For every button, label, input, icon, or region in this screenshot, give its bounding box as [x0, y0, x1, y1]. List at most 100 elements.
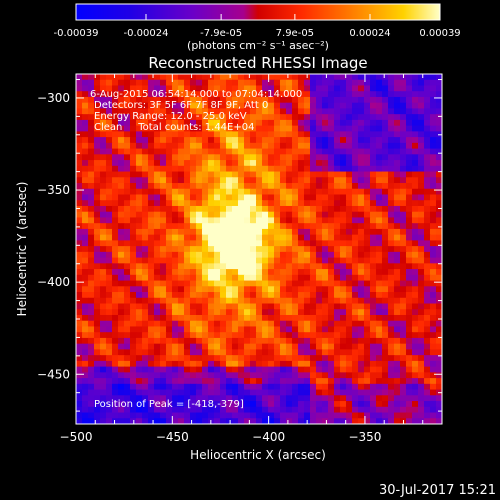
heatmap-cell	[100, 137, 107, 144]
heatmap-cell	[226, 337, 233, 345]
heatmap-cell	[274, 154, 281, 161]
heatmap-cell	[358, 314, 365, 322]
heatmap-cell	[100, 349, 107, 356]
heatmap-cell	[88, 142, 95, 150]
heatmap-cell	[184, 412, 191, 419]
heatmap-cell	[304, 360, 311, 368]
heatmap-cell	[274, 205, 281, 213]
heatmap-cell	[94, 194, 101, 201]
heatmap-cell	[418, 96, 425, 104]
heatmap-cell	[292, 205, 299, 213]
heatmap-cell	[406, 395, 413, 402]
heatmap-cell	[304, 337, 311, 345]
heatmap-cell	[436, 263, 442, 270]
heatmap-cell	[130, 91, 137, 98]
heatmap-cell	[280, 257, 287, 264]
heatmap-cell	[244, 217, 251, 224]
heatmap-cell	[76, 240, 83, 247]
heatmap-cell	[244, 297, 251, 305]
heatmap-cell	[298, 119, 305, 127]
heatmap-cell	[94, 148, 101, 155]
heatmap-cell	[424, 125, 431, 132]
heatmap-cell	[196, 200, 203, 207]
heatmap-cell	[298, 91, 305, 98]
heatmap-cell	[334, 378, 341, 385]
heatmap-cell	[154, 160, 161, 167]
heatmap-cell	[400, 269, 407, 276]
heatmap-cell	[250, 228, 257, 236]
heatmap-cell	[208, 343, 215, 351]
heatmap-cell	[202, 251, 209, 259]
heatmap-cell	[340, 303, 347, 310]
heatmap-cell	[256, 401, 263, 408]
heatmap-cell	[238, 160, 245, 167]
heatmap-cell	[382, 177, 389, 184]
heatmap-cell	[220, 320, 227, 328]
heatmap-cell	[178, 142, 185, 150]
annotation-energy-range: Energy Range: 12.0 - 25.0 keV	[94, 111, 247, 122]
heatmap-cell	[280, 360, 287, 368]
heatmap-cell	[178, 246, 185, 253]
heatmap-cell	[430, 85, 437, 92]
heatmap-cell	[358, 269, 365, 276]
heatmap-cell	[364, 183, 371, 190]
heatmap-cell	[148, 102, 155, 110]
heatmap-cell	[220, 119, 227, 127]
heatmap-cell	[310, 223, 317, 230]
heatmap-cell	[334, 154, 341, 161]
heatmap-cell	[226, 211, 233, 219]
heatmap-cell	[424, 79, 431, 87]
heatmap-cell	[352, 406, 359, 414]
heatmap-cell	[316, 412, 323, 419]
heatmap-cell	[292, 91, 299, 98]
heatmap-cell	[328, 240, 335, 247]
heatmap-cell	[178, 160, 185, 167]
heatmap-cell	[256, 257, 263, 264]
heatmap-cell	[322, 125, 329, 132]
heatmap-cell	[286, 114, 293, 121]
heatmap-cell	[406, 79, 413, 87]
heatmap-cell	[268, 343, 275, 351]
heatmap-cell	[328, 79, 335, 87]
heatmap-cell	[94, 183, 101, 190]
heatmap-cell	[256, 320, 263, 328]
heatmap-cell	[184, 96, 191, 104]
heatmap-cell	[424, 303, 431, 310]
heatmap-cell	[370, 269, 377, 276]
heatmap-cell	[244, 286, 251, 293]
heatmap-cell	[112, 177, 119, 184]
heatmap-cell	[400, 119, 407, 127]
heatmap-cell	[118, 96, 125, 104]
heatmap-cell	[232, 74, 239, 81]
heatmap-cell	[418, 74, 425, 81]
heatmap-cell	[262, 205, 269, 213]
heatmap-cell	[232, 251, 239, 259]
heatmap-cell	[130, 131, 137, 138]
heatmap-cell	[418, 223, 425, 230]
heatmap-cell	[418, 217, 425, 224]
heatmap-cell	[202, 211, 209, 219]
heatmap-cell	[220, 142, 227, 150]
heatmap-cell	[76, 378, 83, 385]
heatmap-cell	[322, 418, 329, 424]
heatmap-cell	[196, 119, 203, 127]
heatmap-cell	[250, 79, 257, 87]
heatmap-cell	[82, 183, 89, 190]
heatmap-cell	[172, 165, 179, 173]
heatmap-cell	[124, 102, 131, 110]
heatmap-cell	[382, 360, 389, 368]
heatmap-cell	[304, 200, 311, 207]
heatmap-cell	[226, 389, 233, 396]
heatmap-cell	[190, 240, 197, 247]
heatmap-cell	[208, 142, 215, 150]
heatmap-cell	[298, 292, 305, 299]
heatmap-cell	[346, 349, 353, 356]
heatmap-cell	[430, 183, 437, 190]
heatmap-cell	[322, 292, 329, 299]
heatmap-cell	[124, 137, 131, 144]
heatmap-cell	[406, 125, 413, 132]
heatmap-cell	[214, 194, 221, 201]
heatmap-cell	[190, 360, 197, 368]
heatmap-cell	[112, 228, 119, 236]
heatmap-cell	[136, 148, 143, 155]
